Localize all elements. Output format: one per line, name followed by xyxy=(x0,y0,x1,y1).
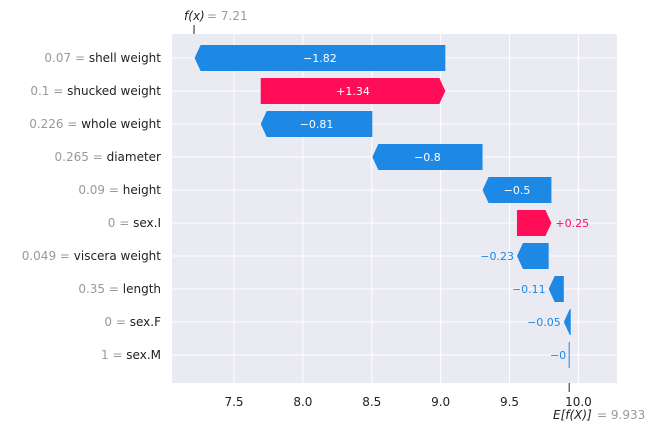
feature-name: shell weight xyxy=(89,51,161,65)
feature-name: shucked weight xyxy=(67,84,161,98)
bar-shucked-weight xyxy=(260,78,446,104)
bar-value-label: +1.34 xyxy=(336,85,370,98)
equals-sign: = xyxy=(105,183,123,197)
feature-name: length xyxy=(123,282,161,296)
bar-shell-weight xyxy=(194,45,446,71)
feature-name: sex.I xyxy=(133,216,161,230)
bar-height xyxy=(482,177,552,203)
feature-value: 0.226 xyxy=(29,117,63,131)
y-label-shucked-weight: 0.1 = shucked weight xyxy=(30,84,161,98)
feature-value: 0.1 xyxy=(30,84,49,98)
equals-sign: = xyxy=(115,216,133,230)
feature-name: sex.F xyxy=(130,315,161,329)
feature-name: viscera weight xyxy=(74,249,162,263)
x-tick-label: 9.5 xyxy=(500,395,519,409)
y-label-whole-weight: 0.226 = whole weight xyxy=(29,117,161,131)
bar-value-label: −0 xyxy=(550,349,566,362)
x-tick-label: 10.0 xyxy=(565,395,592,409)
bar-length xyxy=(548,276,564,302)
feature-value: 0.265 xyxy=(55,150,89,164)
y-label-diameter: 0.265 = diameter xyxy=(55,150,162,164)
feature-value: 1 xyxy=(101,348,109,362)
bar-sex-i xyxy=(516,210,552,236)
x-tick-label: 8.0 xyxy=(293,395,312,409)
equals-sign: = xyxy=(56,249,74,263)
y-label-viscera-weight: 0.049 = viscera weight xyxy=(22,249,162,263)
bar-whole-weight xyxy=(260,111,373,137)
bars-layer: −1.82 +1.34 −0.81 −0.8 −0.5 +0.25 −0.23 −0.11 −0… xyxy=(194,45,589,368)
bar-value-label: −0.8 xyxy=(414,151,441,164)
feature-value: 0.049 xyxy=(22,249,56,263)
y-label-height: 0.09 = height xyxy=(78,183,161,197)
equals-sign: = xyxy=(109,348,127,362)
equals-sign: = xyxy=(71,51,89,65)
bar-value-label: −1.82 xyxy=(303,52,337,65)
bar-sex-f xyxy=(563,309,571,335)
x-axis-ticks: 7.5 8.0 8.5 9.0 9.5 10.0 xyxy=(224,395,591,409)
feature-value: 0.35 xyxy=(78,282,105,296)
bar-value-label: −0.81 xyxy=(300,118,334,131)
equals-sign: = xyxy=(89,150,107,164)
fx-label: f(x) xyxy=(184,9,205,23)
feature-name: sex.M xyxy=(126,348,161,362)
equals-sign: = xyxy=(112,315,130,329)
feature-value: 0 xyxy=(108,216,116,230)
bar-value-label: −0.5 xyxy=(504,184,531,197)
efx-value: = 9.933 xyxy=(597,408,645,422)
bar-viscera-weight xyxy=(516,243,549,269)
bar-value-label: +0.25 xyxy=(555,217,589,230)
x-tick-label: 8.5 xyxy=(362,395,381,409)
feature-name: diameter xyxy=(107,150,161,164)
fx-value: = 7.21 xyxy=(207,9,248,23)
efx-label: E[f(X)] xyxy=(553,408,592,422)
equals-sign: = xyxy=(49,84,67,98)
y-label-length: 0.35 = length xyxy=(78,282,161,296)
feature-name: height xyxy=(123,183,162,197)
y-label-sex-i: 0 = sex.I xyxy=(108,216,161,230)
x-tick-label: 7.5 xyxy=(224,395,243,409)
feature-name: whole weight xyxy=(81,117,161,131)
feature-value: 0.07 xyxy=(44,51,71,65)
y-label-sex-m: 1 = sex.M xyxy=(101,348,161,362)
bar-value-label: −0.23 xyxy=(480,250,514,263)
bar-value-label: −0.05 xyxy=(527,316,561,329)
feature-value: 0.09 xyxy=(78,183,105,197)
equals-sign: = xyxy=(105,282,123,296)
bar-diameter xyxy=(372,144,483,170)
feature-value: 0 xyxy=(104,315,112,329)
bar-value-label: −0.11 xyxy=(512,283,546,296)
x-tick-label: 9.0 xyxy=(431,395,450,409)
y-label-shell-weight: 0.07 = shell weight xyxy=(44,51,161,65)
y-label-sex-f: 0 = sex.F xyxy=(104,315,161,329)
equals-sign: = xyxy=(64,117,82,131)
